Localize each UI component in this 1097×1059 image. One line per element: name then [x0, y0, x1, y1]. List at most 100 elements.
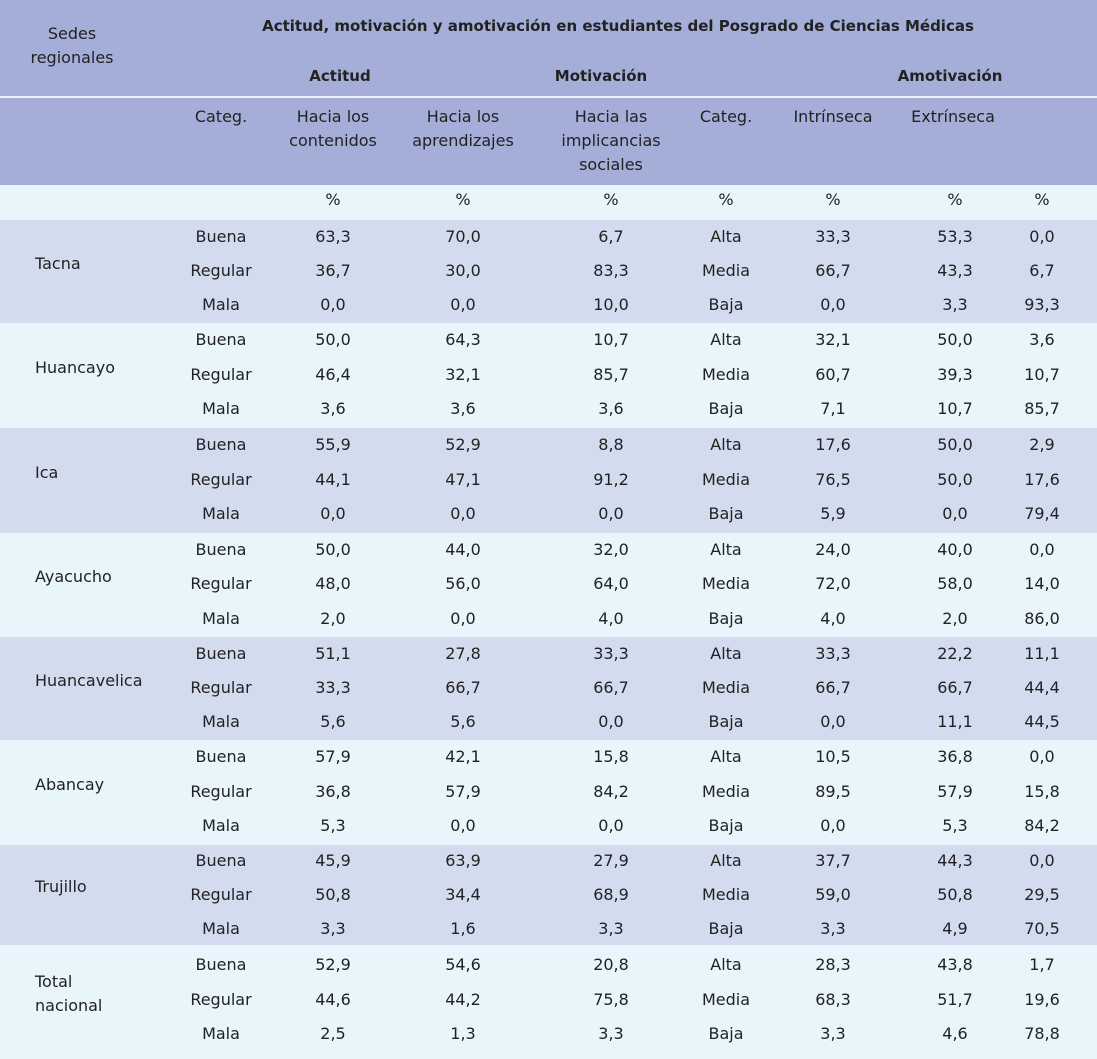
category-cell: Alta: [710, 435, 742, 455]
header-separator: [0, 96, 1097, 98]
value-cell: 0,0: [598, 503, 624, 523]
category-cell: Regular: [190, 574, 252, 594]
value-cell: 50,0: [937, 435, 973, 455]
value-cell: 50,0: [315, 540, 351, 559]
value-cell: 44,0: [445, 540, 481, 559]
value-cell: 3,3: [320, 919, 346, 939]
value-cell: 50,8: [315, 884, 351, 904]
value-cell: 0,0: [942, 503, 968, 523]
value-cell: 48,0: [315, 574, 351, 594]
value-cell: 44,3: [937, 850, 973, 870]
value-cell: 27,8: [445, 643, 481, 663]
value-cell: 70,0: [445, 226, 481, 246]
column-label: Extrínseca: [911, 107, 995, 126]
value-cell: 11,1: [1024, 643, 1060, 663]
value-cell: 68,3: [815, 989, 851, 1009]
value-cell: 0,0: [598, 712, 624, 732]
category-cell: Media: [701, 469, 751, 489]
sede-label: Huancavelica: [35, 670, 143, 690]
value-cell: 4,9: [942, 919, 968, 939]
unit-label: %: [455, 190, 471, 209]
column-label: Hacia los aprendizajes: [412, 107, 514, 150]
category-cell: Buena: [195, 643, 247, 663]
value-cell: 0,0: [820, 712, 846, 732]
value-cell: 4,6: [942, 1023, 968, 1043]
value-cell: 42,1: [445, 747, 481, 767]
value-cell: 0,0: [450, 608, 476, 628]
category-cell: Mala: [202, 295, 240, 315]
category-cell: Regular: [190, 781, 252, 801]
category-cell: Mala: [202, 503, 240, 523]
value-cell: 4,0: [820, 608, 846, 628]
value-cell: 59,0: [815, 884, 851, 904]
value-cell: 66,7: [445, 677, 481, 697]
value-cell: 89,5: [815, 781, 851, 801]
value-cell: 0,0: [1029, 226, 1055, 246]
value-cell: 46,4: [315, 364, 351, 384]
value-cell: 72,0: [815, 574, 851, 594]
value-cell: 60,7: [815, 364, 851, 384]
sede-label: Tacna: [35, 253, 81, 273]
value-cell: 10,7: [593, 330, 629, 350]
category-cell: Alta: [710, 330, 742, 350]
value-cell: 54,6: [445, 955, 481, 975]
value-cell: 0,0: [820, 815, 846, 835]
value-cell: 44,2: [445, 989, 481, 1009]
column-label: Categ.: [699, 107, 753, 126]
value-cell: 29,5: [1024, 884, 1060, 904]
value-cell: 33,3: [593, 643, 629, 663]
value-cell: 0,0: [1029, 540, 1055, 559]
group-band: [0, 323, 1097, 428]
value-cell: 37,7: [815, 850, 851, 870]
category-cell: Mala: [202, 919, 240, 939]
value-cell: 19,6: [1024, 989, 1060, 1009]
value-cell: 32,0: [593, 540, 629, 559]
group-label: Motivación: [554, 67, 648, 85]
corner-label: Sedes regionales: [30, 24, 114, 67]
value-cell: 79,4: [1024, 503, 1060, 523]
value-cell: 3,3: [598, 919, 624, 939]
value-cell: 14,0: [1024, 574, 1060, 594]
value-cell: 3,6: [598, 398, 624, 418]
group-band: [0, 428, 1097, 533]
value-cell: 10,5: [815, 747, 851, 767]
value-cell: 44,4: [1024, 677, 1060, 697]
unit-label: %: [603, 190, 619, 209]
category-cell: Baja: [708, 398, 744, 418]
value-cell: 36,8: [937, 747, 973, 767]
table-title: Actitud, motivación y amotivación en est…: [262, 17, 974, 35]
value-cell: 66,7: [815, 677, 851, 697]
sede-label: Abancay: [35, 774, 105, 794]
value-cell: 66,7: [593, 677, 629, 697]
value-cell: 43,8: [937, 955, 973, 975]
category-cell: Regular: [190, 260, 252, 280]
category-cell: Buena: [195, 226, 247, 246]
category-cell: Baja: [708, 815, 744, 835]
group-band: [0, 637, 1097, 740]
value-cell: 5,9: [820, 503, 846, 523]
column-label: Hacia las implicancias sociales: [561, 107, 661, 174]
category-cell: Buena: [195, 747, 247, 767]
category-cell: Alta: [710, 747, 742, 767]
value-cell: 33,3: [815, 226, 851, 246]
group-band: [0, 845, 1097, 945]
column-label: Intrínseca: [793, 107, 873, 126]
value-cell: 36,8: [315, 781, 351, 801]
value-cell: 64,3: [445, 330, 481, 350]
sede-label: Total nacional: [35, 972, 103, 1015]
value-cell: 45,9: [315, 850, 351, 870]
column-label: Categ.: [194, 107, 248, 126]
value-cell: 68,9: [593, 884, 629, 904]
value-cell: 0,0: [320, 503, 346, 523]
value-cell: 39,3: [937, 364, 973, 384]
value-cell: 64,0: [593, 574, 629, 594]
category-cell: Baja: [708, 503, 744, 523]
value-cell: 70,5: [1024, 919, 1060, 939]
category-cell: Mala: [202, 815, 240, 835]
value-cell: 52,9: [315, 955, 351, 975]
header-band: [0, 0, 1097, 185]
value-cell: 44,5: [1024, 712, 1060, 732]
value-cell: 51,1: [315, 643, 351, 663]
sede-label: Huancayo: [35, 357, 115, 377]
value-cell: 52,9: [445, 435, 481, 455]
